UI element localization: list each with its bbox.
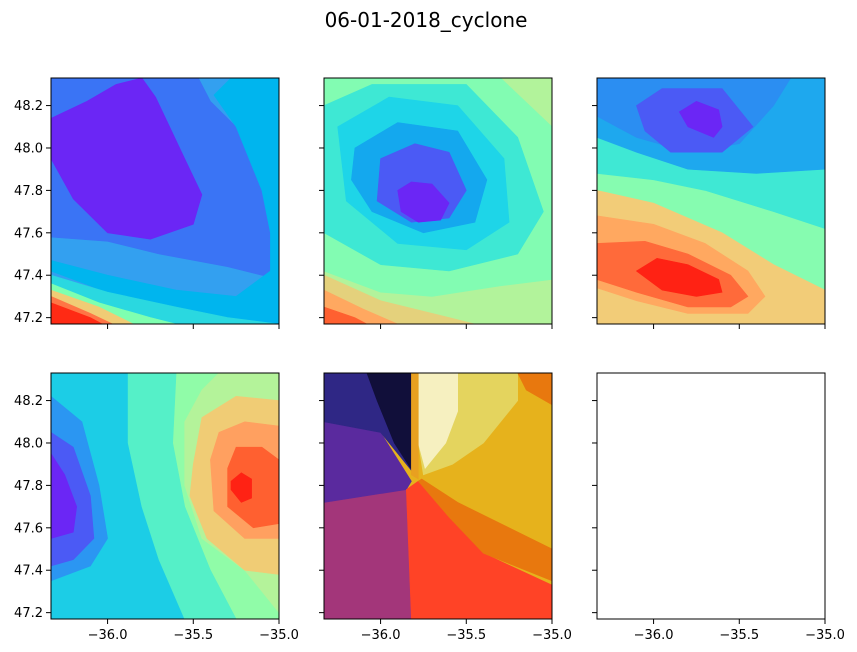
contour-band-level-0: [324, 489, 412, 619]
x-tick-label: −35.0: [532, 628, 572, 643]
y-tick-label: 47.2: [14, 606, 43, 621]
y-tick-label: 48.0: [14, 141, 43, 156]
x-tick-label: −35.5: [446, 628, 486, 643]
contour-band-level-1: [678, 100, 723, 138]
x-tick-label: −35.0: [259, 628, 299, 643]
contour-band-level-9: [411, 373, 419, 480]
y-tick-label: 48.2: [14, 99, 43, 114]
contour-layer: [324, 373, 552, 619]
axes-frame: [50, 77, 280, 325]
axes-frame: [596, 77, 826, 325]
x-tick-label: −35.5: [719, 628, 759, 643]
chart-title: 06-01-2018_cyclone: [325, 8, 528, 32]
contour-band-level-5: [417, 478, 552, 582]
contour-band-level-9: [324, 306, 368, 324]
y-tick-label: 47.2: [14, 311, 43, 326]
subplot-grid: 47.2 47.4 47.6 47.8 48.0 48.2 47.2 47.4 47.6 47.8…: [14, 77, 845, 643]
axes-frame: [50, 372, 280, 620]
contour-band-level-1: [51, 78, 203, 240]
contour-band-level-9: [227, 446, 279, 529]
contour-band-level-3: [366, 373, 416, 476]
contour-band-level-5: [127, 373, 237, 619]
contour-band-level-10: [230, 472, 252, 503]
y-tick-label: 48.0: [14, 436, 43, 451]
y-tick-label: 47.4: [14, 564, 43, 579]
y-tick-label: 48.2: [14, 394, 43, 409]
contour-layer: [324, 78, 552, 324]
contour-band-level-1: [397, 181, 450, 223]
contour-band-level-9: [51, 302, 103, 324]
subplot-0-2: [592, 77, 826, 329]
contour-band-level-10: [635, 257, 723, 297]
y-tick-label: 47.6: [14, 226, 43, 241]
contour-band-level-8: [517, 373, 552, 406]
contour-layer: [51, 373, 279, 619]
y-tick-label: 47.8: [14, 479, 43, 494]
axes-frame: [323, 77, 553, 325]
axes-frame: [323, 372, 553, 620]
subplot-1-2: −36.0 −35.5 −35.0: [592, 372, 845, 643]
contour-band-level-1: [51, 453, 78, 539]
axes-frame: [596, 372, 826, 620]
contour-layer: [597, 78, 825, 324]
y-tick-label: 47.4: [14, 269, 43, 284]
x-tick-label: −35.5: [173, 628, 213, 643]
y-tick-label: 47.8: [14, 184, 43, 199]
x-tick-label: −36.0: [361, 628, 401, 643]
contour-layer: [51, 78, 279, 324]
subplot-0-0: 47.2 47.4 47.6 47.8 48.0 48.2: [14, 77, 280, 329]
x-tick-label: −36.0: [88, 628, 128, 643]
x-tick-label: −35.0: [805, 628, 845, 643]
plot-area: [597, 373, 825, 619]
x-tick-label: −36.0: [634, 628, 674, 643]
subplot-1-1: −36.0 −35.5 −35.0: [319, 372, 572, 643]
subplot-1-0: 47.2 47.4 47.6 47.8 48.0 48.2 −36.0 −35.5 −35.0: [14, 372, 299, 643]
subplot-0-1: [319, 77, 553, 329]
y-tick-label: 47.6: [14, 521, 43, 536]
